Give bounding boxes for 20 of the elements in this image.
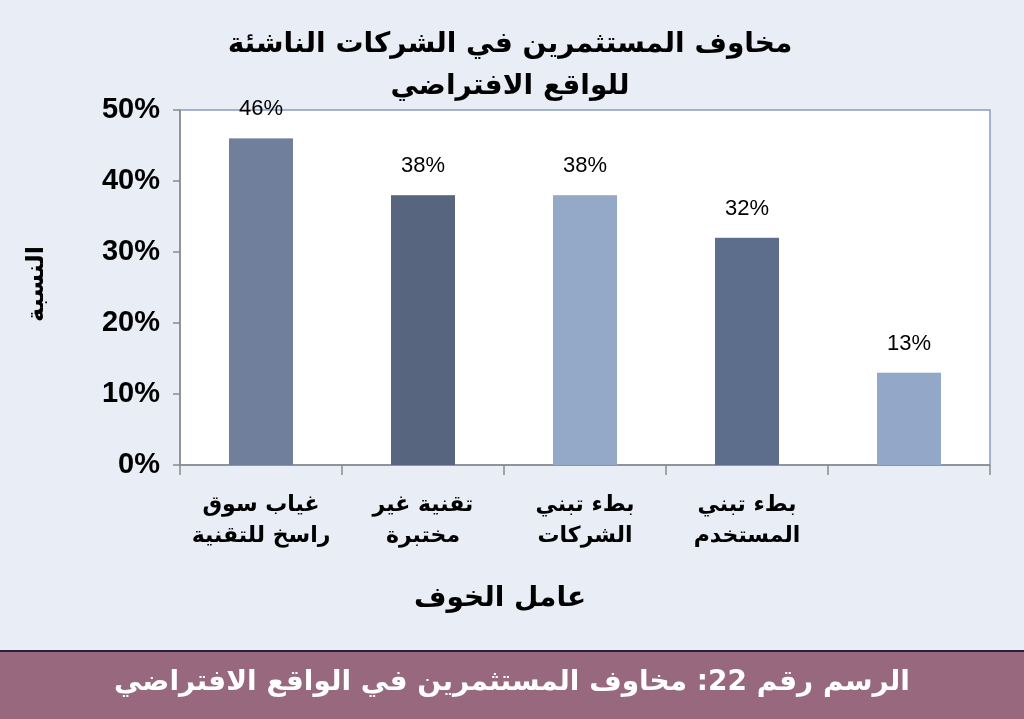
bar xyxy=(715,237,779,465)
y-tick-label: 30% xyxy=(100,234,160,267)
data-label: 38% xyxy=(561,152,608,179)
x-tick-label: تقنية غير مختبرة xyxy=(370,490,475,550)
x-tick-label: بطء تبني الشركات xyxy=(534,490,636,550)
x-axis-title: عامل الخوف xyxy=(412,580,588,613)
bar xyxy=(391,195,455,465)
x-tick-label: غياب سوق راسخ للتقنية xyxy=(190,490,332,550)
y-tick-label: 50% xyxy=(100,92,160,125)
data-label: 38% xyxy=(399,152,446,179)
bar xyxy=(229,138,293,465)
data-label: 32% xyxy=(723,194,770,221)
y-tick-label: 0% xyxy=(117,447,160,480)
y-axis-title: النسبة xyxy=(21,245,49,324)
x-tick-label: بطء تبني المستخدم xyxy=(692,490,802,549)
y-tick-label: 20% xyxy=(100,305,160,338)
y-tick-label: 10% xyxy=(100,376,160,409)
data-label: 13% xyxy=(885,329,932,356)
caption-band: الرسم رقم 22: مخاوف المستثمرين في الواقع الافتراضي xyxy=(0,650,1024,719)
y-tick-label: 40% xyxy=(100,163,160,196)
